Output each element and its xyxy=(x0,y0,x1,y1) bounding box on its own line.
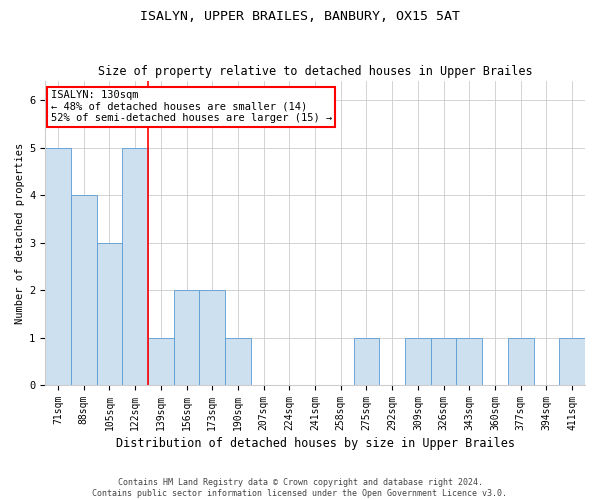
Text: ISALYN: 130sqm
← 48% of detached houses are smaller (14)
52% of semi-detached ho: ISALYN: 130sqm ← 48% of detached houses … xyxy=(50,90,332,124)
X-axis label: Distribution of detached houses by size in Upper Brailes: Distribution of detached houses by size … xyxy=(116,437,515,450)
Bar xyxy=(97,242,122,385)
Bar xyxy=(508,338,533,385)
Bar xyxy=(405,338,431,385)
Bar xyxy=(148,338,173,385)
Bar xyxy=(122,148,148,385)
Bar xyxy=(173,290,199,385)
Title: Size of property relative to detached houses in Upper Brailes: Size of property relative to detached ho… xyxy=(98,66,532,78)
Bar xyxy=(431,338,457,385)
Bar xyxy=(71,195,97,385)
Bar xyxy=(225,338,251,385)
Bar xyxy=(199,290,225,385)
Bar xyxy=(457,338,482,385)
Bar xyxy=(559,338,585,385)
Bar xyxy=(45,148,71,385)
Text: Contains HM Land Registry data © Crown copyright and database right 2024.
Contai: Contains HM Land Registry data © Crown c… xyxy=(92,478,508,498)
Bar xyxy=(353,338,379,385)
Text: ISALYN, UPPER BRAILES, BANBURY, OX15 5AT: ISALYN, UPPER BRAILES, BANBURY, OX15 5AT xyxy=(140,10,460,23)
Y-axis label: Number of detached properties: Number of detached properties xyxy=(15,142,25,324)
